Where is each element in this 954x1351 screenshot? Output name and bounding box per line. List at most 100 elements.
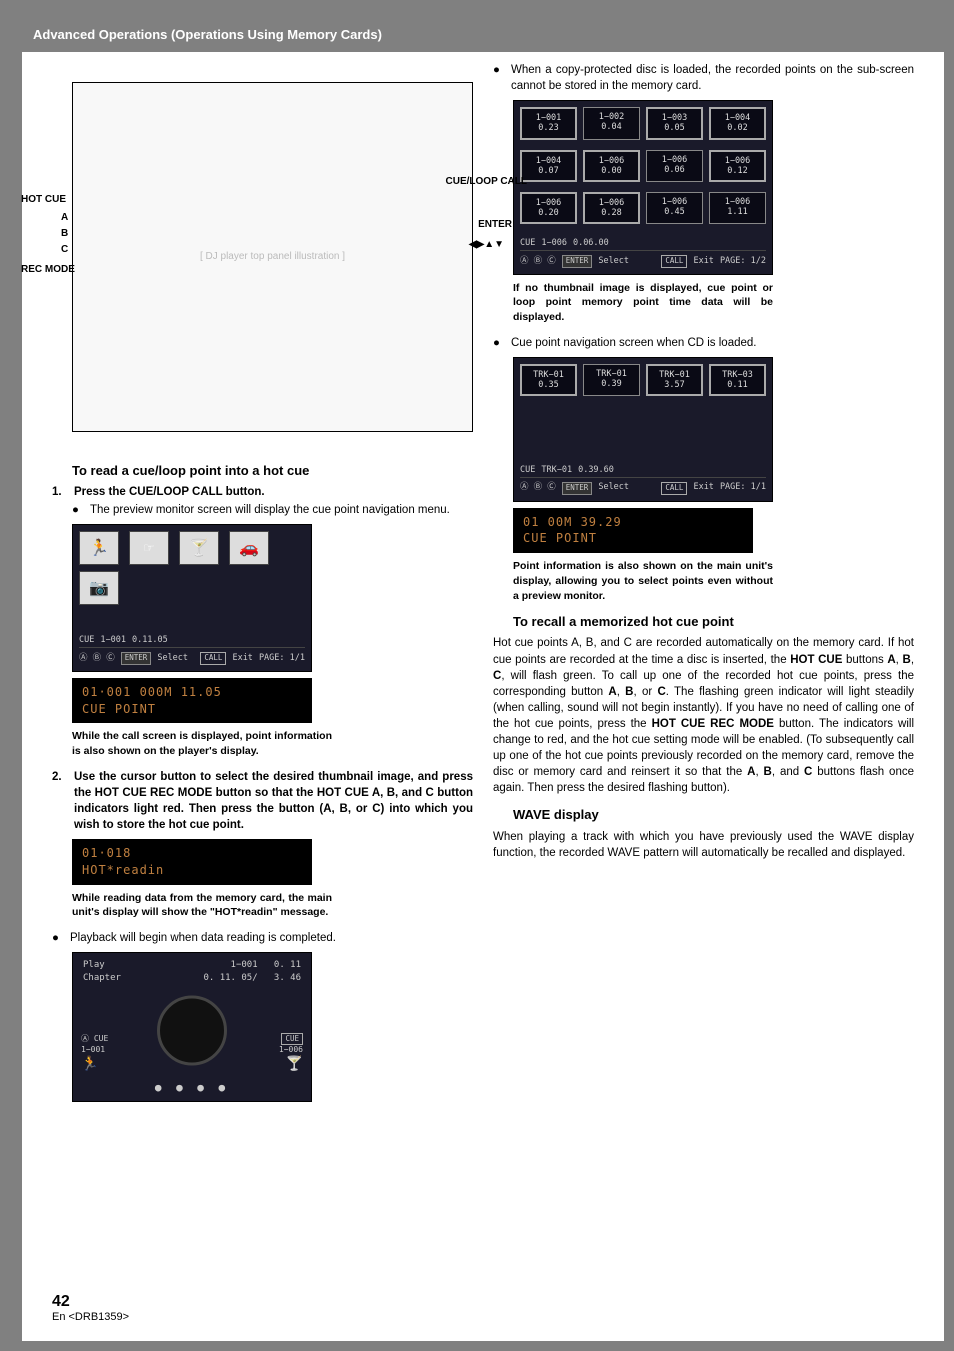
nav-icon-2: ☞ — [129, 531, 169, 565]
thumb-cell: 1−0020.04 — [583, 107, 640, 139]
diagram-placeholder: [ DJ player top panel illustration ] — [73, 83, 472, 431]
thumb-time: 0.06.00 — [573, 238, 609, 250]
label-a: A — [61, 211, 68, 225]
lcd1-line2: CUE POINT — [82, 701, 302, 718]
jog-chapter: Chapter — [83, 972, 121, 985]
jog-right-cue: CUE — [281, 1033, 303, 1045]
cd-abc: Ⓐ Ⓑ Ⓒ — [520, 482, 556, 494]
lcd-1: 01·001 000M 11.05 CUE POINT — [72, 678, 312, 724]
step-1-text: Press the CUE/LOOP CALL button. — [74, 484, 473, 500]
caption-lcd3: Point information is also shown on the m… — [513, 559, 773, 603]
lcd2-line1: 01·018 — [82, 845, 302, 862]
nav-page: PAGE: 1/1 — [259, 653, 305, 665]
cd-enter: ENTER — [562, 482, 593, 495]
cd-exit: Exit — [693, 482, 713, 494]
thumb-cell: 1−0060.06 — [646, 150, 703, 182]
jog-wheel — [157, 996, 227, 1066]
thumb-cell: 1−0040.02 — [709, 107, 766, 139]
jog-t4: 3. 46 — [274, 973, 301, 983]
label-b: B — [61, 227, 68, 241]
thumb-cell: 1−0060.20 — [520, 192, 577, 224]
thumb-screen: 1−0010.231−0020.041−0030.051−0040.021−00… — [513, 100, 773, 275]
thumb-cue: CUE — [520, 238, 535, 250]
lcd3-line2: CUE POINT — [523, 530, 743, 547]
thumb-cell: 1−0060.12 — [709, 150, 766, 182]
cd-page: PAGE: 1/1 — [720, 482, 766, 494]
wave-body: When playing a track with which you have… — [493, 829, 914, 861]
right-column: ● When a copy-protected disc is loaded, … — [493, 62, 914, 1108]
jog-t1: 1−001 — [231, 960, 258, 970]
caption-thumb: If no thumbnail image is displayed, cue … — [513, 281, 773, 325]
nav-icon-1: 🏃 — [79, 531, 119, 565]
jog-right-icon: 🍸 — [279, 1055, 303, 1073]
nav-screen: 🏃 ☞ 🍸 🚗 📷 CUE 1−001 0.11.05 Ⓐ Ⓑ Ⓒ ENTER — [72, 524, 312, 671]
label-enter: ENTER — [478, 218, 512, 232]
nav-icon-camera: 📷 — [79, 571, 119, 605]
label-recmode: REC MODE — [21, 263, 75, 277]
jog-left-cue: Ⓐ CUE — [81, 1034, 108, 1044]
lcd-2: 01·018 HOT*readin — [72, 839, 312, 885]
thumb-cell: TRK−030.11 — [709, 364, 766, 396]
jog-t3: 0. 11. 05/ — [203, 973, 257, 983]
thumb-cell: 1−0040.07 — [520, 150, 577, 182]
cd-track: TRK−01 — [541, 465, 572, 477]
nav-enter-btn: ENTER — [121, 652, 152, 665]
thumb-call: CALL — [661, 255, 687, 268]
lcd3-line1: 01 00M 39.29 — [523, 514, 743, 531]
step-2-num: 2. — [52, 769, 66, 833]
jog-dots: ● ● ● ● — [155, 1080, 229, 1095]
thumb-track: 1−006 — [541, 238, 567, 250]
step-1-bullet-text: The preview monitor screen will display … — [90, 502, 450, 518]
nav-select: Select — [157, 653, 188, 665]
heading-read-cue: To read a cue/loop point into a hot cue — [72, 462, 473, 480]
jog-play: Play — [83, 959, 121, 972]
device-diagram: HOT CUE A B C REC MODE CUE/LOOP CALL ENT… — [72, 82, 473, 432]
cd-select: Select — [598, 482, 629, 494]
left-column: HOT CUE A B C REC MODE CUE/LOOP CALL ENT… — [52, 62, 473, 1108]
thumb-exit: Exit — [693, 256, 713, 268]
thumb-abc: Ⓐ Ⓑ Ⓒ — [520, 256, 556, 268]
caption-2: While reading data from the memory card,… — [72, 891, 332, 920]
bullet-cd-text: Cue point navigation screen when CD is l… — [511, 335, 756, 351]
thumb-cell: TRK−013.57 — [646, 364, 703, 396]
bullet-icon: ● — [493, 335, 503, 351]
step-1-bullet: ● The preview monitor screen will displa… — [72, 502, 473, 518]
bullet-icon: ● — [493, 62, 503, 94]
nav-abc: Ⓐ Ⓑ Ⓒ — [79, 653, 115, 665]
bullet-copyprotect: ● When a copy-protected disc is loaded, … — [493, 62, 914, 94]
step-2-text: Use the cursor button to select the desi… — [74, 769, 473, 833]
nav-cue: CUE — [79, 635, 94, 647]
thumb-cell: TRK−010.35 — [520, 364, 577, 396]
thumb-cell: 1−0010.23 — [520, 107, 577, 139]
thumb-rows: 1−0010.231−0020.041−0030.051−0040.021−00… — [520, 107, 766, 224]
cd-screen: TRK−010.35TRK−010.39TRK−013.57TRK−030.11… — [513, 357, 773, 502]
lcd1-line1: 01·001 000M 11.05 — [82, 684, 302, 701]
step-1: 1. Press the CUE/LOOP CALL button. — [52, 484, 473, 500]
cd-call: CALL — [661, 482, 687, 495]
bullet-icon: ● — [72, 502, 82, 518]
step-1-num: 1. — [52, 484, 66, 500]
thumb-cell: 1−0030.05 — [646, 107, 703, 139]
label-c: C — [61, 243, 68, 257]
thumb-cell: 1−0061.11 — [709, 192, 766, 224]
thumb-enter: ENTER — [562, 255, 593, 268]
nav-icon-3: 🍸 — [179, 531, 219, 565]
thumb-cell: 1−0060.00 — [583, 150, 640, 182]
nav-exit: Exit — [232, 653, 252, 665]
header-title: Advanced Operations (Operations Using Me… — [33, 27, 382, 42]
thumb-page: PAGE: 1/2 — [720, 256, 766, 268]
bullet-cd: ● Cue point navigation screen when CD is… — [493, 335, 914, 351]
jog-screen: Play Chapter 1−001 0. 11 0. 11. 05/ 3. 4… — [72, 952, 312, 1102]
label-arrows: ◀▶▲▼ — [469, 238, 504, 252]
header-bar: Advanced Operations (Operations Using Me… — [21, 21, 945, 52]
bullet-playback-text: Playback will begin when data reading is… — [70, 930, 336, 946]
cd-rows: TRK−010.35TRK−010.39TRK−013.57TRK−030.11 — [520, 364, 766, 396]
thumb-select: Select — [598, 256, 629, 268]
heading-recall: To recall a memorized hot cue point — [513, 613, 914, 631]
thumb-cell: TRK−010.39 — [583, 364, 640, 396]
lcd-3: 01 00M 39.29 CUE POINT — [513, 508, 753, 554]
jog-right-track: 1−006 — [279, 1045, 303, 1055]
jog-t2: 0. 11 — [274, 960, 301, 970]
cd-time: 0.39.60 — [578, 465, 614, 477]
page-footer: 42 En <DRB1359> — [52, 1293, 129, 1323]
